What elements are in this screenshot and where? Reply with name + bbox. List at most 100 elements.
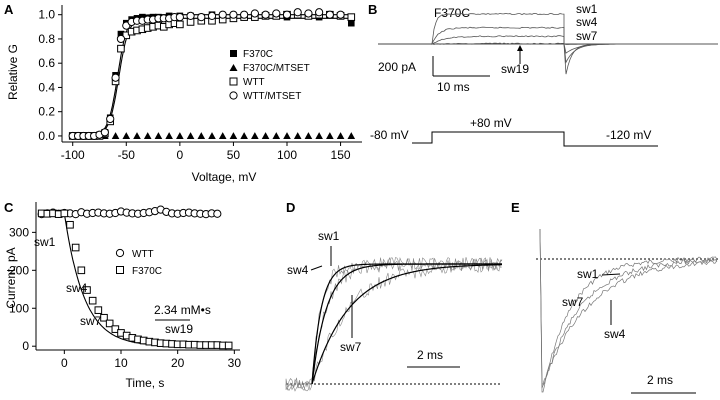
data-point <box>213 209 222 218</box>
panel-label-a: A <box>4 2 14 17</box>
e-scalebar-label: 2 ms <box>647 373 673 387</box>
tail-trace <box>539 228 718 385</box>
scalebar-current-label: 200 pA <box>378 60 416 74</box>
y-tick-label: 100 <box>9 301 29 315</box>
y-tick-label: 0.8 <box>38 32 55 46</box>
data-point <box>197 132 206 139</box>
panel-c-legend: WTT F370C <box>115 248 162 277</box>
data-point <box>106 114 115 124</box>
current-trace-sw19 <box>431 42 718 45</box>
y-tick-label: 0 <box>22 339 29 353</box>
data-point <box>240 132 248 139</box>
data-point <box>326 132 334 139</box>
y-tick-label: 0.4 <box>38 80 55 94</box>
data-point <box>165 132 173 139</box>
data-point <box>88 296 97 305</box>
y-tick-label: 0.0 <box>38 129 55 143</box>
panel-c-x-label: Time, s <box>126 376 165 390</box>
data-point <box>197 13 206 22</box>
panel-c-y-label: Current, pA <box>4 247 18 308</box>
trace-label-sw7: sw7 <box>576 29 598 43</box>
panel-label-c: C <box>4 200 14 215</box>
data-point <box>293 8 302 17</box>
data-point <box>251 132 259 139</box>
c-label-sw4: sw4 <box>66 281 88 295</box>
panel-a-x-ticks: -100 -50 0 50 100 150 <box>61 142 351 162</box>
y-tick-label: 200 <box>9 263 29 277</box>
legend-marker-wtt-mtset <box>229 91 238 100</box>
data-point <box>272 9 281 18</box>
legend-marker-wtt <box>229 77 238 86</box>
data-point <box>293 132 302 139</box>
trace-label-sw19: sw19 <box>501 62 529 76</box>
legend-marker-f370c-mtset <box>229 64 238 71</box>
c-label-sw19: sw19 <box>165 322 193 336</box>
legend-marker-wtt-c <box>115 248 125 258</box>
current-trace-sw4 <box>431 26 718 64</box>
data-point <box>117 30 125 38</box>
legend-label-wtt-mtset: WTT/MTSET <box>243 91 301 102</box>
data-point <box>336 132 345 139</box>
data-point <box>304 132 313 139</box>
x-tick-label: 0 <box>61 356 68 370</box>
trace-label-sw4: sw4 <box>576 15 598 29</box>
data-point <box>60 209 69 218</box>
e-label-sw4: sw4 <box>604 327 626 341</box>
x-tick-label: -50 <box>118 148 136 162</box>
panel-a-legend: F370C F370C/MTSET WTT WTT/MTSET <box>229 49 310 102</box>
x-tick-label: 50 <box>227 148 241 162</box>
data-point <box>111 132 120 139</box>
panel-e-traces: sw1 sw7 sw4 2 ms <box>536 228 718 394</box>
d-label-sw4: sw4 <box>287 263 309 277</box>
panel-a-y-ticks: 0.0 0.2 0.4 0.6 0.8 1.0 <box>38 8 62 143</box>
voltage-protocol <box>412 131 658 147</box>
data-point <box>143 132 152 139</box>
data-point <box>208 132 216 139</box>
data-point <box>100 313 108 322</box>
data-point <box>272 132 281 139</box>
data-point <box>240 10 249 19</box>
panel-a-y-label: Relative G <box>6 44 20 100</box>
fit-curve-sw1 <box>311 263 502 385</box>
data-point <box>283 132 291 139</box>
data-point <box>224 341 233 350</box>
c-scalebar-label: 2.34 mM•s <box>154 303 211 317</box>
data-point <box>133 132 141 139</box>
c-label-sw7: sw7 <box>80 314 102 328</box>
y-tick-label: 0.6 <box>38 56 55 70</box>
data-point <box>347 13 356 21</box>
tail-trace <box>539 228 718 393</box>
data-point <box>336 10 345 19</box>
data-point <box>176 20 184 29</box>
data-point <box>218 10 227 19</box>
panel-label-d: D <box>286 200 295 215</box>
data-point <box>304 9 313 18</box>
x-tick-label: 30 <box>228 356 242 370</box>
data-point <box>122 132 131 139</box>
data-point <box>315 8 324 17</box>
panel-a-x-label: Voltage, mV <box>192 170 257 184</box>
data-point <box>315 132 323 139</box>
y-tick-label: 1.0 <box>38 8 55 22</box>
tail-trace <box>539 228 718 389</box>
data-point <box>100 128 109 137</box>
x-tick-label: 20 <box>171 356 185 370</box>
panel-e-tail-traces <box>539 228 718 393</box>
protocol-tail-label: -120 mV <box>606 128 651 142</box>
x-tick-label: -100 <box>61 148 85 162</box>
panel-b-traces: F370C sw1 sw4 sw7 sw19 200 pA 10 ms -80 … <box>370 2 718 147</box>
data-point <box>77 266 86 275</box>
protocol-step-label: +80 mV <box>470 116 512 130</box>
data-point <box>83 286 91 294</box>
panel-b-title: F370C <box>434 6 470 20</box>
data-point <box>176 132 184 139</box>
legend-label-f370c: F370C <box>243 49 273 60</box>
panel-c-x-ticks: 0 10 20 30 <box>61 350 241 370</box>
data-point <box>117 44 125 53</box>
trace-label-sw1: sw1 <box>576 2 598 16</box>
scalebar-time-label: 10 ms <box>437 80 470 94</box>
panel-a-points <box>68 8 356 141</box>
legend-marker-f370c <box>230 50 237 57</box>
data-point <box>250 9 259 18</box>
e-sw1-arrow <box>601 273 621 276</box>
